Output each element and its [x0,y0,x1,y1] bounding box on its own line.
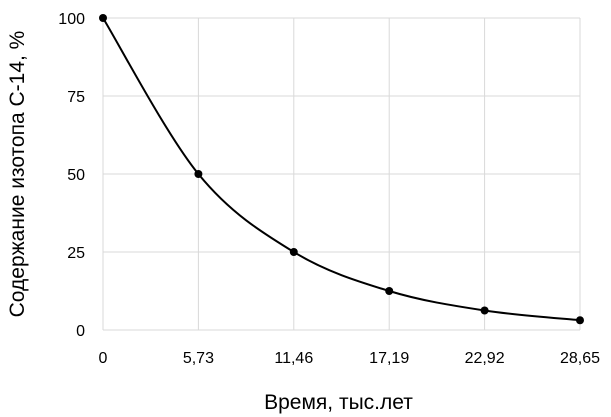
x-axis-title: Время, тыс.лет [264,391,413,414]
series-line [102,17,581,322]
x-tick-label: 11,46 [274,350,313,367]
y-tick-label: 25 [67,245,85,262]
y-axis-title: Содержание изотопа С-14, % [6,31,29,318]
y-tick-label: 0 [76,323,85,340]
y-tick-label: 50 [67,167,85,184]
x-tick-label: 17,19 [369,350,409,367]
data-point [289,248,298,256]
y-tick-label: 100 [58,11,85,28]
x-tick-label: 28,65 [560,350,600,367]
series-markers [99,14,584,325]
data-point [480,306,489,315]
data-point [194,170,203,178]
x-tick-label: 5,73 [183,350,214,367]
grid [102,17,581,331]
y-tick-label: 75 [67,89,85,106]
x-tick-label: 22,92 [465,350,505,367]
data-point [576,316,584,325]
x-axis-ticks: 0 5,73 11,46 17,19 22,92 28,65 [99,350,601,367]
data-point [99,14,107,22]
data-point [385,287,394,295]
x-tick-label: 0 [99,350,108,367]
y-axis-ticks: 0 25 50 75 100 [58,11,85,340]
